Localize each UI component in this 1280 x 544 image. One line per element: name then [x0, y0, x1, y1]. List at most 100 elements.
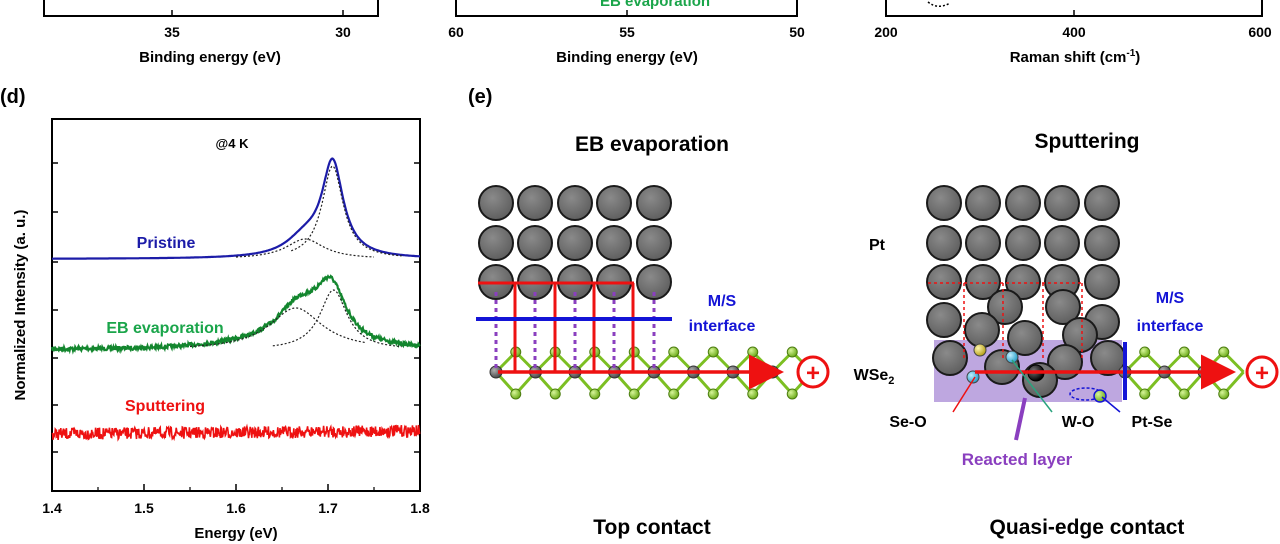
x-tick-label: 1.4	[42, 500, 62, 516]
panel-a-frame	[43, 0, 379, 17]
series-sputtering-line	[51, 423, 421, 442]
wse2-label: WSe2	[854, 367, 895, 387]
pt-atom	[1007, 320, 1043, 356]
w-o-callout-line	[1011, 359, 1053, 413]
panel-d-pl-chart: (d) Normalized Intensity (a. u.) Energy …	[0, 86, 430, 542]
pt-atom	[636, 185, 672, 221]
panel-c-dotted-curve	[927, 1, 951, 7]
pt-atom	[478, 185, 514, 221]
right-interface-label-2: interface	[1137, 318, 1204, 335]
pt-atom	[1005, 185, 1041, 221]
se-o-callout-line	[952, 376, 976, 413]
pt-atom	[932, 340, 968, 376]
panel-a-tick-label: 35	[164, 24, 180, 40]
se-atom	[747, 346, 759, 358]
se-atom	[628, 388, 640, 400]
se-atom	[1218, 346, 1230, 358]
se-atom	[707, 388, 719, 400]
eb-fit-peak	[272, 289, 402, 348]
pt-atom	[596, 185, 632, 221]
reacted-layer-pointer	[1014, 397, 1027, 441]
se-atom	[1218, 388, 1230, 400]
pt-atom	[1062, 317, 1098, 353]
right-positive-terminal: +	[1245, 355, 1279, 389]
pt-atom	[1084, 185, 1120, 221]
pt-atom	[926, 302, 962, 338]
right-caption: Quasi-edge contact	[990, 516, 1185, 539]
left-interface-label-1: M/S	[708, 293, 737, 310]
se-atom	[747, 388, 759, 400]
se-atom	[510, 388, 522, 400]
oxygen-atom	[966, 370, 980, 384]
right-interface-label-1: M/S	[1156, 290, 1185, 307]
pt-atom	[517, 225, 553, 261]
left-current-path	[478, 281, 784, 390]
se-atom	[668, 346, 680, 358]
plus-circle-icon	[796, 355, 830, 389]
pristine-fit-shoulder	[236, 238, 374, 258]
right-pt-atoms	[926, 185, 1126, 398]
left-dotted-contacts	[494, 292, 656, 372]
se-atom	[1139, 346, 1151, 358]
pt-label: Pt	[869, 237, 886, 254]
se-atom	[668, 388, 680, 400]
reacted-layer-label: Reacted layer	[962, 450, 1073, 469]
se-atom	[786, 346, 798, 358]
se-o-atom	[973, 343, 987, 357]
left-interface-label-2: interface	[689, 318, 756, 335]
axis-ticks: 1.4 1.5 1.6 1.7 1.8	[42, 162, 430, 516]
eb-fit-shoulder	[190, 307, 365, 347]
pt-atom	[636, 225, 672, 261]
series-label-pristine: Pristine	[137, 235, 196, 252]
se-atom	[1178, 346, 1190, 358]
se-atom	[549, 388, 561, 400]
series-pristine-line	[52, 157, 420, 260]
x-tick-label: 1.5	[134, 500, 154, 516]
x-tick-label: 1.6	[226, 500, 246, 516]
pt-atom	[557, 185, 593, 221]
plus-sign: +	[1255, 360, 1269, 387]
se-atom	[589, 388, 601, 400]
x-axis-label: Energy (eV)	[194, 525, 277, 542]
pt-atom	[1005, 225, 1041, 261]
spectra	[50, 157, 421, 442]
x-tick-label: 1.8	[410, 500, 430, 516]
panel-e-schematic: (e) EB evaporation M/S interface + Top c…	[468, 86, 1279, 539]
right-dotted-frame	[928, 282, 1083, 360]
panel-c-xlabel: Raman shift (cm-1)	[1010, 48, 1141, 66]
pt-atom	[965, 185, 1001, 221]
panel-b-tick-label: 55	[619, 24, 635, 40]
right-title: Sputtering	[1035, 130, 1140, 153]
se-atom	[1139, 388, 1151, 400]
panel-b-partial-label: EB evaporation	[600, 0, 710, 10]
series-eb-evaporation-line	[50, 274, 421, 355]
plus-sign: +	[806, 360, 820, 387]
se-atom	[1178, 388, 1190, 400]
oxygen-atom	[1005, 350, 1019, 364]
pt-atom	[1084, 264, 1120, 300]
panel-c-tick-label: 200	[874, 24, 898, 40]
temperature-annotation: @4 K	[216, 136, 250, 151]
se-atom	[707, 346, 719, 358]
pt-atom	[987, 289, 1023, 325]
pt-atom	[964, 312, 1000, 348]
pt-atom	[517, 185, 553, 221]
left-title: EB evaporation	[575, 133, 729, 156]
w-o-label: W-O	[1062, 414, 1095, 431]
panel-d-label: (d)	[0, 86, 26, 108]
pt-atom	[926, 225, 962, 261]
pt-atom	[557, 225, 593, 261]
panel-c-tick-label: 400	[1062, 24, 1086, 40]
y-axis-label: Normalized Intensity (a. u.)	[12, 210, 29, 401]
pt-se-label: Pt-Se	[1132, 414, 1173, 431]
pt-atom	[1044, 185, 1080, 221]
pt-atom	[965, 264, 1001, 300]
pt-se-atom	[1093, 389, 1107, 403]
top-panel-a: 35 30 Binding energy (eV)	[43, 0, 379, 66]
se-o-label: Se-O	[889, 414, 926, 431]
left-caption: Top contact	[593, 516, 710, 539]
x-tick-label: 1.7	[318, 500, 338, 516]
top-panel-b: EB evaporation 60 55 50 Binding energy (…	[448, 0, 805, 66]
series-label-sputtering: Sputtering	[125, 398, 205, 415]
